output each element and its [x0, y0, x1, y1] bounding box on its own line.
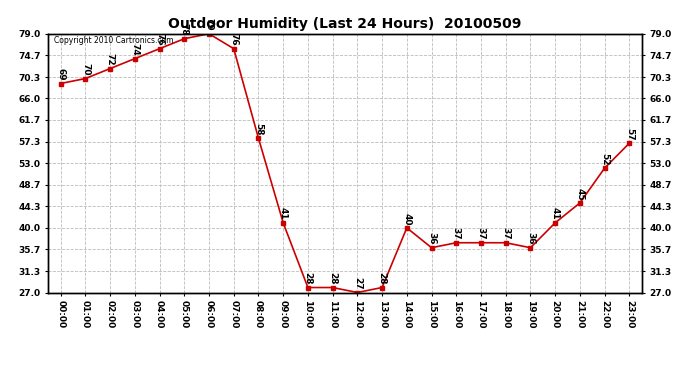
Text: Copyright 2010 Cartronics.com: Copyright 2010 Cartronics.com — [55, 36, 174, 45]
Text: 52: 52 — [600, 153, 609, 165]
Text: 45: 45 — [575, 188, 584, 200]
Text: 37: 37 — [477, 227, 486, 240]
Text: 37: 37 — [501, 227, 510, 240]
Text: 28: 28 — [377, 272, 386, 285]
Text: 40: 40 — [402, 213, 411, 225]
Text: 36: 36 — [526, 232, 535, 245]
Text: 28: 28 — [328, 272, 337, 285]
Text: 72: 72 — [106, 53, 115, 66]
Text: 27: 27 — [353, 277, 362, 290]
Text: 76: 76 — [155, 33, 164, 46]
Text: 41: 41 — [279, 207, 288, 220]
Text: 70: 70 — [81, 63, 90, 76]
Text: 36: 36 — [427, 232, 436, 245]
Text: 37: 37 — [452, 227, 461, 240]
Text: 79: 79 — [204, 18, 213, 31]
Text: 74: 74 — [130, 43, 139, 56]
Text: 69: 69 — [56, 68, 65, 81]
Title: Outdoor Humidity (Last 24 Hours)  20100509: Outdoor Humidity (Last 24 Hours) 2010050… — [168, 17, 522, 31]
Text: 58: 58 — [254, 123, 263, 135]
Text: 28: 28 — [304, 272, 313, 285]
Text: 78: 78 — [180, 23, 189, 36]
Text: 41: 41 — [551, 207, 560, 220]
Text: 57: 57 — [625, 128, 634, 141]
Text: 76: 76 — [229, 33, 238, 46]
